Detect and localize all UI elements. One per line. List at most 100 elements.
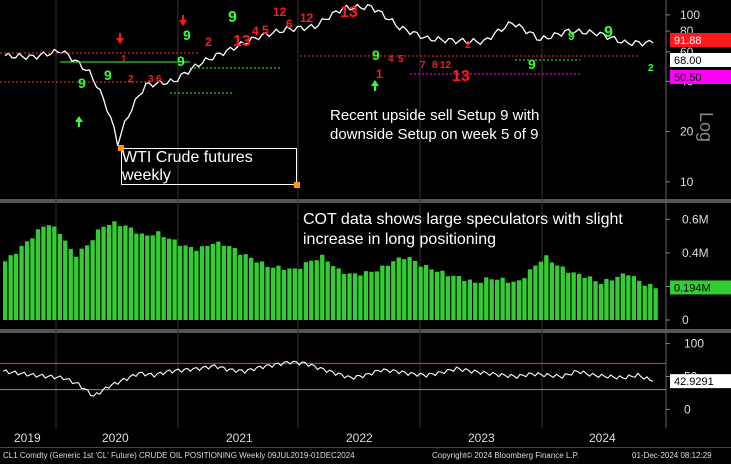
cot-bar <box>500 277 505 320</box>
oscillator-line <box>2 360 654 397</box>
cot-bar <box>52 226 57 320</box>
cot-bar <box>336 268 341 320</box>
cot-bar <box>30 238 35 320</box>
cot-bar <box>511 281 516 320</box>
cot-bar <box>434 271 440 320</box>
support-value-box <box>670 70 731 84</box>
cot-bar <box>139 233 144 320</box>
cot-bar <box>577 273 582 320</box>
td-count-label: 9 <box>372 47 380 63</box>
td-count-label: 2 <box>205 35 212 49</box>
y-tick-label: 0.6M <box>682 212 709 226</box>
td-count-label: 12 <box>300 11 314 25</box>
cot-bar <box>571 272 576 320</box>
td-count-label: 4 <box>388 54 394 65</box>
cot-bar <box>423 264 429 320</box>
cot-bar <box>582 277 587 320</box>
annotation-anchor-top[interactable] <box>118 145 124 151</box>
x-tick-label: 2020 <box>102 431 129 445</box>
cot-bar <box>243 254 248 320</box>
cot-bar <box>259 261 265 320</box>
cot-bar <box>566 272 571 320</box>
cot-bar <box>609 280 615 320</box>
cot-last-value-box <box>670 280 731 295</box>
panel-divider <box>0 329 731 333</box>
cot-bar <box>106 225 112 320</box>
cot-bar <box>325 261 330 320</box>
cot-bar <box>549 262 554 320</box>
status-footer: CL1 Comdty (Generic 1st 'CL' Future) CRU… <box>0 447 731 464</box>
y-tick-label: 20 <box>680 125 694 139</box>
cot-bar <box>391 261 396 320</box>
annotation-wti-box[interactable]: WTI Crude futures weekly <box>121 148 297 185</box>
cot-bar <box>276 265 281 320</box>
td-count-label: 3 <box>148 74 154 85</box>
cot-bar <box>161 237 166 320</box>
cot-bar <box>429 269 434 320</box>
td-count-label: 9 <box>183 27 191 43</box>
cot-bar <box>560 266 565 320</box>
y-tick-label: 100 <box>680 8 700 22</box>
cot-bar <box>13 254 19 320</box>
cot-bar <box>46 225 51 320</box>
y-axis-title: Log <box>696 112 716 142</box>
cot-bar <box>358 275 363 320</box>
cot-bar <box>123 225 128 320</box>
footer-security: CL1 Comdty (Generic 1st 'CL' Future) CRU… <box>3 451 355 460</box>
cot-bar <box>396 257 401 320</box>
td-count-label: 9 <box>104 67 112 83</box>
cot-bar <box>587 276 593 320</box>
cot-bar <box>626 275 631 320</box>
cot-bar <box>3 261 8 320</box>
cot-bar <box>210 244 215 320</box>
y-tick-label: 10 <box>680 175 694 189</box>
oscillator-last-value-box-text: 42.9291 <box>674 376 714 388</box>
td-count-label: 12 <box>273 5 287 19</box>
cot-bar <box>85 245 90 320</box>
cot-bar <box>527 269 533 320</box>
cot-bar <box>484 277 489 320</box>
annotation-anchor-bottom[interactable] <box>294 182 300 188</box>
cot-bar <box>653 288 658 320</box>
cot-bar <box>352 273 358 320</box>
footer-copyright: Copyright© 2024 Bloomberg Finance L.P. <box>432 451 580 460</box>
x-tick-label: 2021 <box>226 431 253 445</box>
cot-bar <box>101 226 106 320</box>
td-count-label: 9 <box>528 56 536 72</box>
cot-bar <box>156 231 161 320</box>
cot-bar <box>19 245 24 320</box>
cot-bar <box>522 278 527 320</box>
td-count-label: 9 <box>568 29 575 43</box>
td-count-label: 8 <box>432 60 438 71</box>
y-tick-label: 0 <box>684 402 691 416</box>
cot-bar <box>90 240 95 320</box>
cot-bar <box>205 246 210 320</box>
support-value-box-text: 50.50 <box>674 72 702 84</box>
td-count-label: 1 <box>376 67 383 81</box>
cot-bar <box>516 280 522 320</box>
cot-bar <box>555 265 560 320</box>
cot-bar <box>35 229 41 320</box>
td-count-label: 2 <box>465 40 471 51</box>
cot-bar <box>249 257 254 320</box>
cot-bar <box>369 271 374 320</box>
cot-bar <box>216 241 221 320</box>
cot-bar <box>117 226 123 320</box>
td-count-label: 6 <box>286 17 293 31</box>
cot-bar <box>68 248 73 320</box>
cot-bar <box>544 255 549 320</box>
x-tick-label: 2022 <box>346 431 373 445</box>
y-tick-label: 0.4M <box>682 246 709 260</box>
cot-bar <box>298 268 303 320</box>
cot-bar <box>227 246 232 320</box>
cot-bar <box>150 235 155 320</box>
cot-bar <box>445 276 451 320</box>
td-count-label: 9 <box>177 53 185 69</box>
cot-bar <box>331 266 336 320</box>
cot-bar <box>63 240 68 320</box>
cot-bar <box>238 254 243 320</box>
cot-bar <box>533 265 538 320</box>
resistance-value-box <box>670 33 731 47</box>
x-tick-label: 2023 <box>468 431 495 445</box>
